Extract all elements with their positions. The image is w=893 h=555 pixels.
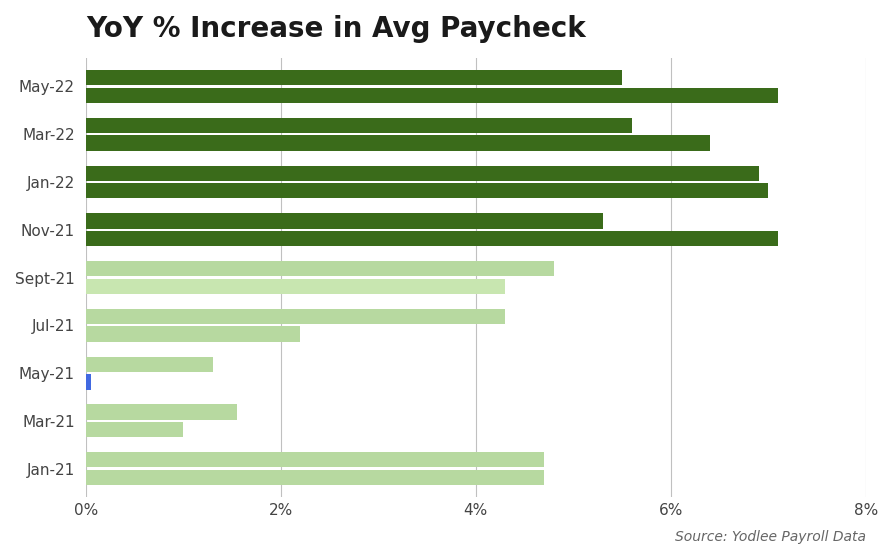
Bar bbox=[86, 452, 544, 467]
Bar bbox=[86, 279, 505, 294]
Bar bbox=[86, 165, 759, 181]
Bar bbox=[86, 326, 300, 342]
Bar bbox=[86, 422, 183, 437]
Bar bbox=[86, 470, 544, 485]
Bar bbox=[86, 231, 778, 246]
Bar bbox=[86, 261, 554, 276]
Bar bbox=[86, 118, 632, 133]
Bar bbox=[86, 88, 778, 103]
Text: YoY % Increase in Avg Paycheck: YoY % Increase in Avg Paycheck bbox=[86, 15, 586, 43]
Text: Source: Yodlee Payroll Data: Source: Yodlee Payroll Data bbox=[675, 530, 866, 544]
Bar bbox=[86, 309, 505, 324]
Bar bbox=[86, 405, 237, 420]
Bar bbox=[86, 356, 213, 372]
Bar bbox=[86, 213, 603, 229]
Bar bbox=[86, 183, 768, 199]
Bar bbox=[86, 70, 622, 85]
Bar bbox=[86, 374, 91, 390]
Bar bbox=[86, 135, 710, 151]
